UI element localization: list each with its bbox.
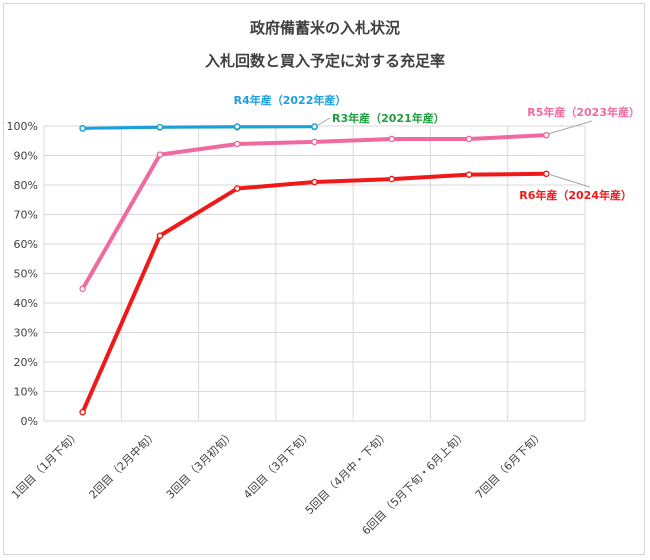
series-line-r4 (81, 125, 316, 130)
data-point-r6 (233, 185, 241, 192)
y-tick-label: 90% (14, 150, 38, 163)
y-tick-label: 70% (14, 209, 38, 222)
y-tick-label: 30% (14, 327, 38, 340)
y-tick-label: 40% (14, 297, 38, 310)
data-point-r5 (543, 131, 550, 139)
y-tick-label: 80% (14, 179, 38, 192)
series-label-r4: R4年産（2022年産） (234, 93, 347, 107)
data-point-r5 (79, 285, 86, 293)
data-point-r5 (311, 138, 318, 146)
chart-title: 政府備蓄米の入札状況 (249, 19, 400, 37)
series-label-r6: R6年産（2024年産） (519, 188, 632, 202)
data-point-r6 (156, 232, 164, 240)
x-tick-label: 3回目（3月初旬） (163, 427, 237, 501)
data-point-r5 (156, 151, 164, 158)
data-point-r5 (233, 140, 241, 148)
y-tick-label: 50% (14, 268, 38, 281)
data-point-r4 (79, 125, 86, 132)
data-point-r6 (79, 408, 86, 416)
series-line-r5 (80, 133, 549, 291)
leader-line-r6 (547, 173, 591, 188)
data-point-r6 (311, 178, 318, 186)
series-label-r5: R5年産（2023年産） (527, 105, 640, 119)
x-tick-label: 5回目（4月中・下旬） (303, 428, 392, 517)
data-point-r5 (388, 135, 396, 143)
chart-subtitle: 入札回数と買入予定に対する充足率 (204, 52, 445, 70)
data-point-r4 (233, 123, 241, 130)
x-tick-label: 2回目（2月中旬） (87, 428, 161, 502)
y-tick-label: 20% (14, 356, 38, 369)
x-tick-label: 4回目（3月下旬） (241, 428, 315, 502)
y-tick-label: 100% (7, 120, 38, 133)
data-point-r6 (465, 171, 473, 178)
leader-line-r3 (317, 117, 331, 126)
y-tick-label: 10% (14, 386, 38, 399)
x-tick-label: 1回目（1月下旬） (9, 428, 83, 502)
chart-frame (3, 3, 645, 555)
series-label-r3: R3年産（2021年産） (332, 111, 445, 125)
series-line-r6 (80, 171, 549, 415)
y-tick-label: 60% (14, 238, 38, 251)
data-point-r4 (156, 123, 164, 131)
data-point-r6 (388, 175, 396, 183)
x-tick-label: 7回目（6月下旬） (473, 428, 547, 502)
y-tick-label: 0% (21, 415, 38, 428)
leader-line-r5 (547, 120, 593, 135)
data-point-r5 (465, 135, 473, 143)
data-point-r4 (311, 123, 318, 130)
